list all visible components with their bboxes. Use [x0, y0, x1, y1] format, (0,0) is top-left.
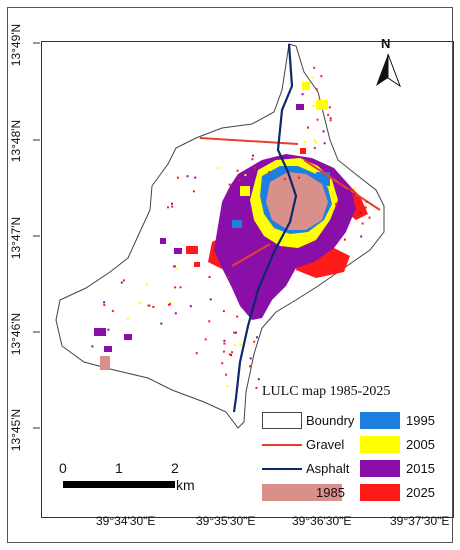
legend-swatch-2005: [360, 436, 400, 453]
legend-swatch-2015: [360, 460, 400, 477]
legend-label-gravel: Gravel: [306, 437, 345, 452]
scale-bar: [63, 481, 175, 488]
legend-label-2015: 2015: [406, 461, 435, 476]
legend-label-2025: 2025: [406, 485, 435, 500]
latitude-label: 13°45'N: [9, 408, 24, 452]
legend-label-asphalt: Asphalt: [306, 461, 350, 476]
asphalt-road: [232, 43, 298, 413]
legend-label-boundry: Boundry: [306, 413, 355, 428]
scale-tick-label: 0: [59, 460, 67, 476]
lulc-1985-zone: [266, 172, 328, 230]
legend-swatch-gravel: [262, 436, 302, 453]
map-inner-frame: [41, 41, 454, 518]
longitude-label: 39°35'30"E: [196, 514, 256, 528]
longitude-label: 39°36'30"E: [292, 514, 352, 528]
legend-swatch-2025: [360, 484, 400, 501]
legend-swatch-asphalt: [262, 460, 302, 477]
latitude-label: 13°46'N: [9, 312, 24, 356]
longitude-label: 39°34'30"E: [96, 514, 156, 528]
latitude-ticks: [33, 42, 40, 429]
legend-label-2005: 2005: [406, 437, 435, 452]
legend-swatch-1985: [262, 484, 342, 501]
legend-title: LULC map 1985-2025: [262, 384, 391, 399]
scale-tick-label: 2: [171, 460, 179, 476]
latitude-label: 13°47'N: [9, 216, 24, 260]
legend-swatch-1995: [360, 412, 400, 429]
legend-label-1985: 1985: [316, 485, 345, 500]
north-label: N: [381, 36, 391, 51]
north-arrow-icon: [376, 53, 402, 88]
longitude-label: 39°37'30"E: [390, 514, 450, 528]
scale-unit-label: km: [176, 477, 195, 493]
latitude-label: 13°48'N: [9, 119, 24, 163]
lulc-1985-patch: [100, 356, 110, 370]
legend-label-1995: 1995: [406, 413, 435, 428]
scale-tick-label: 1: [115, 460, 123, 476]
legend-swatch-boundry: [262, 412, 302, 429]
latitude-label: 13°49'N: [9, 23, 24, 67]
